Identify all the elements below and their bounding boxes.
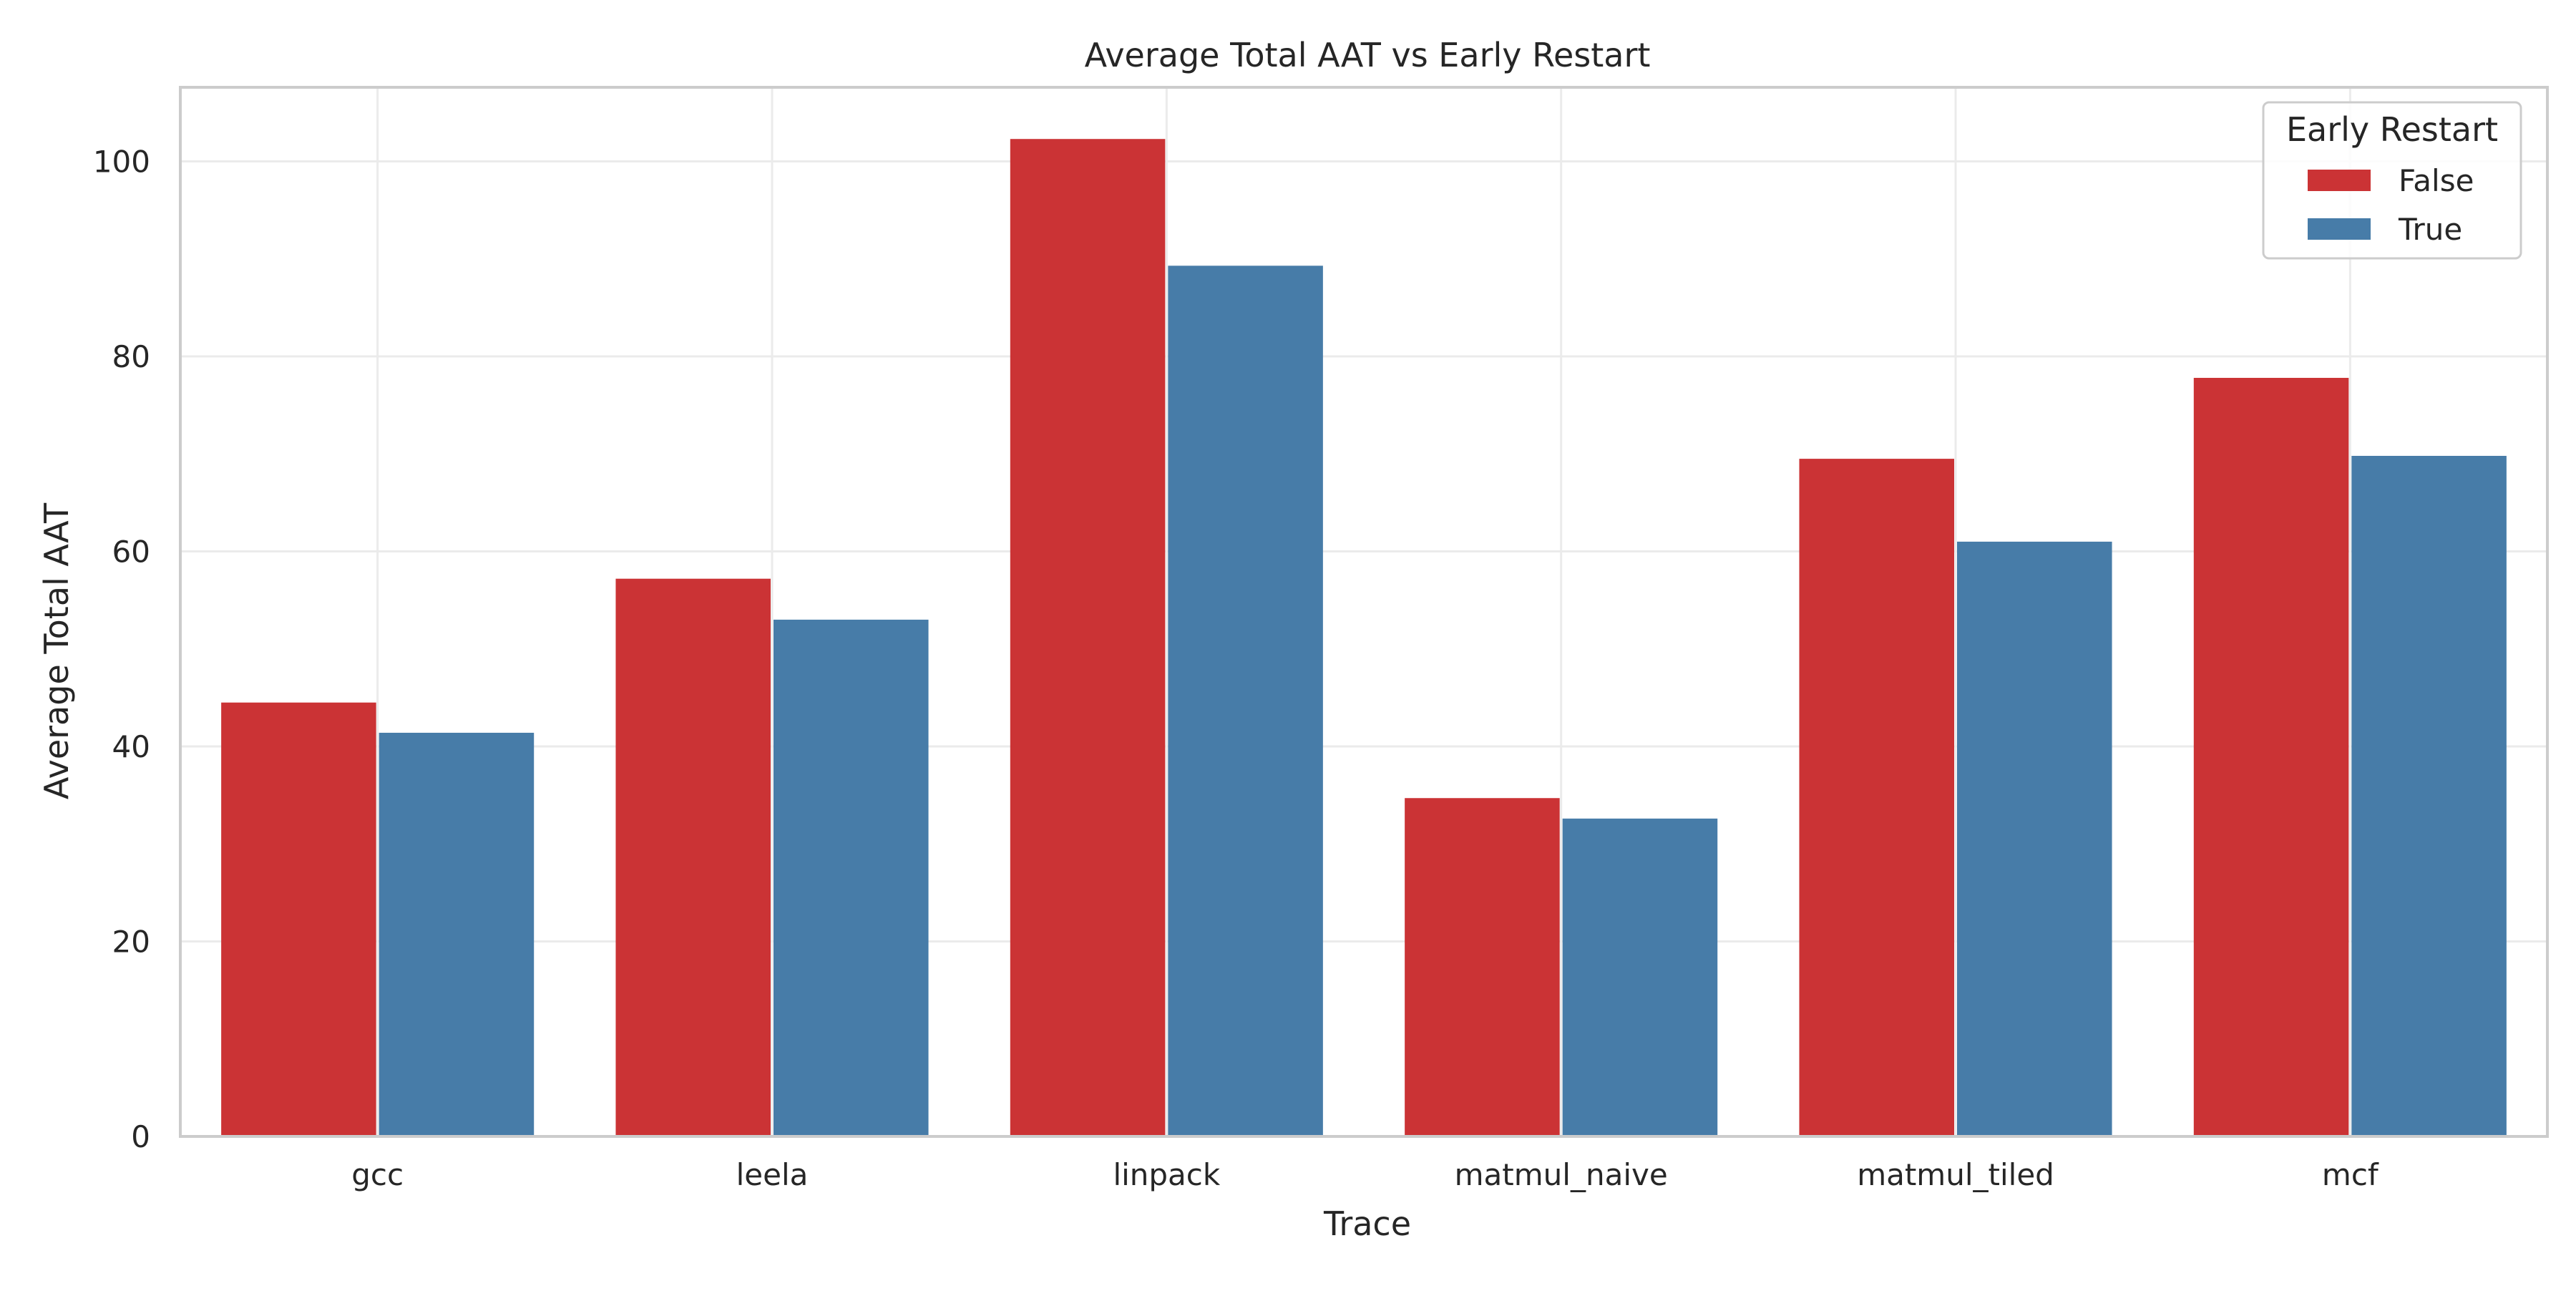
chart-title: Average Total AAT vs Early Restart xyxy=(1085,36,1651,74)
y-tick-label: 100 xyxy=(93,145,150,180)
x-tick-label: gcc xyxy=(351,1157,404,1192)
x-tick-label: linpack xyxy=(1113,1157,1220,1192)
x-tick-labels: gcc leela linpack matmul_naive matmul_tiled m… xyxy=(351,1157,2379,1192)
x-tick-label: mcf xyxy=(2322,1157,2379,1192)
y-tick-label: 0 xyxy=(131,1119,150,1154)
grid-lines xyxy=(180,87,2547,1138)
legend-swatch-false xyxy=(2308,170,2371,191)
bar-linpack-true xyxy=(1168,265,1323,1137)
bar-leela-true xyxy=(774,619,929,1136)
x-axis-label: Trace xyxy=(1323,1204,1411,1243)
legend-swatch-true xyxy=(2308,218,2371,240)
legend-label-false: False xyxy=(2399,163,2474,198)
bar-mcf-false xyxy=(2193,378,2349,1136)
bar-linpack-false xyxy=(1010,139,1166,1136)
bar-matmul_tiled-true xyxy=(1957,541,2112,1136)
bar-gcc-true xyxy=(379,732,535,1136)
y-tick-label: 40 xyxy=(112,729,150,764)
legend-label-true: True xyxy=(2398,212,2462,247)
y-tick-label: 80 xyxy=(112,339,150,374)
bar-matmul_naive-false xyxy=(1405,798,1560,1136)
y-tick-labels: 0 20 40 60 80 100 xyxy=(93,145,150,1154)
x-tick-label: matmul_naive xyxy=(1455,1157,1668,1192)
legend: Early Restart False True xyxy=(2262,101,2522,260)
plot-frame xyxy=(179,86,2549,1138)
y-axis-label: Average Total AAT xyxy=(37,502,76,799)
x-tick-label: leela xyxy=(736,1157,809,1192)
bar-matmul_tiled-false xyxy=(1799,459,1954,1136)
x-tick-label: matmul_tiled xyxy=(1857,1157,2054,1192)
legend-title: Early Restart xyxy=(2286,110,2498,149)
bar-mcf-true xyxy=(2351,456,2507,1136)
bar-gcc-false xyxy=(221,702,376,1136)
y-tick-label: 60 xyxy=(112,535,150,570)
bar-matmul_naive-true xyxy=(1562,818,1718,1136)
bars xyxy=(221,139,2507,1137)
y-tick-label: 20 xyxy=(112,925,150,960)
bar-leela-false xyxy=(615,578,771,1136)
